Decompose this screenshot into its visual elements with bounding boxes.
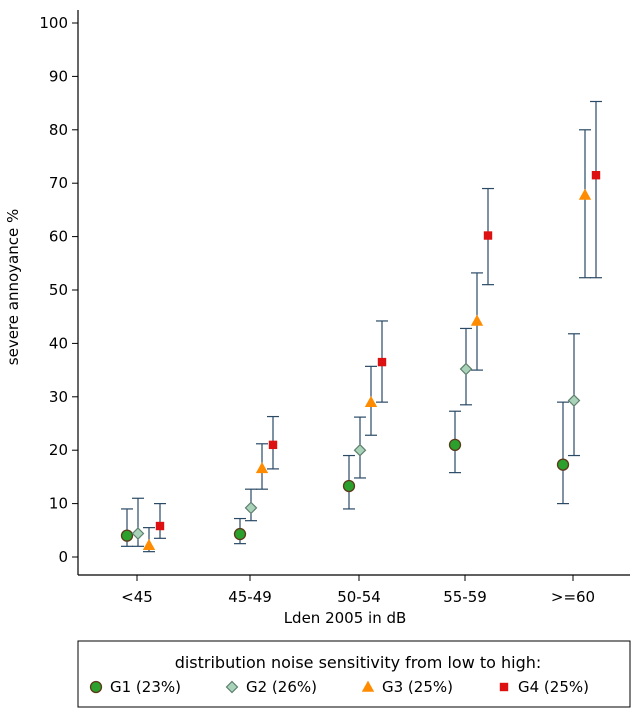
x-tick-label: >=60 xyxy=(551,588,595,606)
x-tick-label: 50-54 xyxy=(337,588,381,606)
data-point xyxy=(244,501,258,515)
legend-label: G2 (26%) xyxy=(246,678,317,696)
data-point xyxy=(120,529,134,542)
data-point xyxy=(364,395,378,407)
legend-label: G3 (25%) xyxy=(382,678,453,696)
data-point xyxy=(353,443,367,457)
y-tick-label: 0 xyxy=(58,548,68,566)
data-point xyxy=(155,521,165,531)
y-tick-label: 70 xyxy=(49,174,68,192)
error-bar xyxy=(590,100,602,279)
data-point xyxy=(556,458,570,471)
error-bar xyxy=(154,503,166,539)
x-tick-label: 55-59 xyxy=(443,588,487,606)
legend-item: G1 (23%) xyxy=(89,678,181,696)
error-bar xyxy=(579,129,591,279)
legend-label: G4 (25%) xyxy=(518,678,589,696)
data-point xyxy=(268,440,278,450)
data-markers xyxy=(120,170,601,551)
data-point xyxy=(142,538,156,551)
data-point xyxy=(459,362,473,376)
legend-item: G2 (26%) xyxy=(225,678,317,696)
x-tick-label: <45 xyxy=(121,588,153,606)
y-tick-label: 40 xyxy=(49,334,68,352)
y-tick-label: 60 xyxy=(49,228,68,246)
legend-marker xyxy=(225,680,239,694)
data-point xyxy=(591,170,601,180)
data-point xyxy=(578,188,592,200)
legend-marker xyxy=(361,680,375,692)
error-bar xyxy=(557,401,569,505)
x-tick-label: 45-49 xyxy=(228,588,272,606)
y-tick-label: 30 xyxy=(49,388,68,406)
legend-item: G3 (25%) xyxy=(361,678,453,696)
y-tick-label: 90 xyxy=(49,67,68,85)
legend-item: G4 (25%) xyxy=(499,678,589,696)
y-tick-label: 50 xyxy=(49,281,68,299)
legend-marker xyxy=(89,680,103,694)
error-bars xyxy=(121,100,602,553)
data-point xyxy=(448,438,462,452)
x-axis: <45 45-49 50-54 55-59 >=60 xyxy=(78,574,630,606)
y-tick-label: 80 xyxy=(49,121,68,139)
data-point xyxy=(483,231,493,240)
data-point xyxy=(233,527,247,541)
legend-title: distribution noise sensitivity from low … xyxy=(175,653,542,672)
y-tick-label: 100 xyxy=(39,14,68,32)
y-axis-title: severe annoyance % xyxy=(4,209,22,365)
y-tick-label: 10 xyxy=(49,495,68,513)
data-point xyxy=(255,462,269,474)
x-axis-title: Lden 2005 in dB xyxy=(284,609,407,627)
data-point xyxy=(377,357,387,367)
y-tick-label: 20 xyxy=(49,441,68,459)
legend-label: G1 (23%) xyxy=(110,678,181,696)
legend-marker xyxy=(499,682,509,692)
data-point xyxy=(567,394,581,407)
legend: distribution noise sensitivity from low … xyxy=(77,640,631,708)
data-point xyxy=(470,314,484,326)
y-axis: 0 10 20 30 40 50 60 70 80 90 100 xyxy=(39,10,79,575)
data-point xyxy=(342,479,356,493)
data-point xyxy=(131,527,145,540)
